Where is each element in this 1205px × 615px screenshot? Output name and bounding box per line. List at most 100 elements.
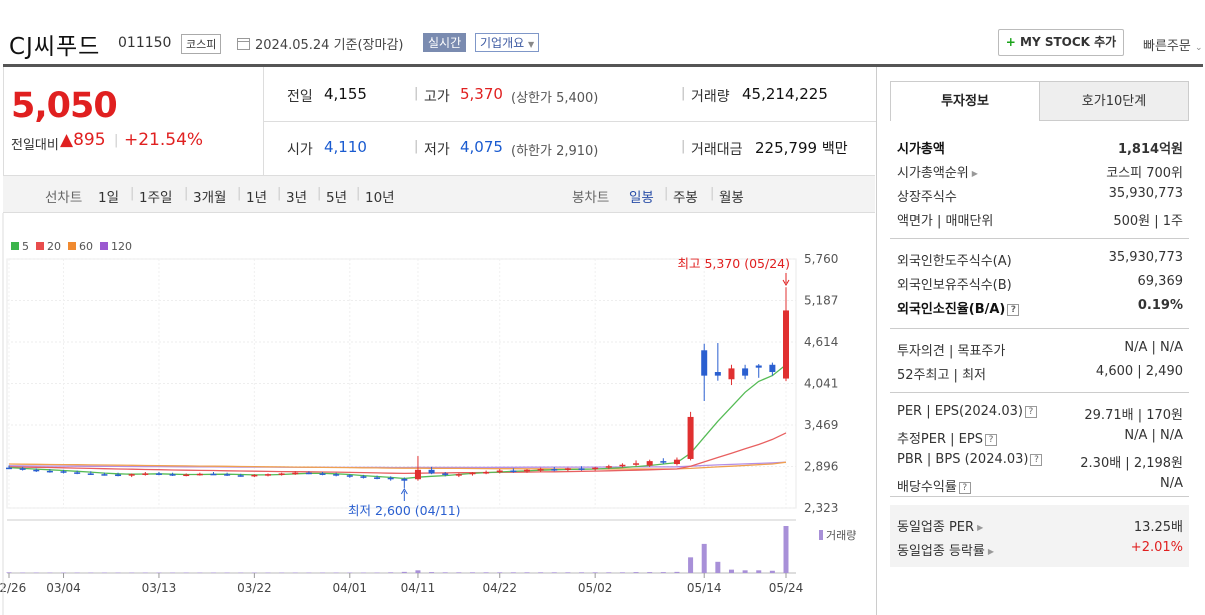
candle-body	[564, 468, 571, 470]
realtime-tag[interactable]: 실시간	[423, 33, 467, 52]
candle-body	[46, 470, 53, 473]
volume-bar	[592, 572, 598, 573]
period-6[interactable]: 10년	[365, 190, 395, 206]
candle-body	[374, 477, 381, 479]
volume-bar	[101, 572, 107, 574]
company-overview-dropdown[interactable]: 기업개요 ▼	[475, 33, 540, 52]
calendar-icon	[237, 38, 250, 50]
my-stock-add-button[interactable]: + MY STOCK 추가	[998, 29, 1124, 56]
info-row: 외국인소진율(B/A)? 0.19%	[897, 298, 1183, 317]
candle-body	[646, 461, 653, 466]
volume-bar	[633, 572, 639, 573]
help-icon[interactable]: ?	[984, 434, 997, 446]
volume-bar	[142, 572, 148, 574]
x-tick-label: 04/01	[332, 581, 367, 595]
period-2[interactable]: 3개월	[193, 190, 227, 206]
period-0[interactable]: 1일	[98, 190, 120, 206]
volume-bar	[715, 561, 721, 573]
high-annotation: 최고 5,370 (05/24)	[677, 256, 790, 271]
volume-bar	[606, 572, 612, 573]
market-tag: 코스피	[181, 34, 222, 54]
help-icon[interactable]: ?	[1030, 454, 1043, 466]
plot-frame	[6, 258, 797, 509]
low-annotation: 최저 2,600 (04/11)	[348, 503, 461, 518]
volume-bar	[183, 572, 189, 574]
arrow-right-icon[interactable]: ▶	[971, 169, 978, 178]
info-row: 52주최고 | 최저 4,600 | 2,490	[897, 364, 1183, 383]
legend-ma5: 5	[11, 240, 29, 253]
volume-label: 거래량	[826, 529, 856, 542]
high-arrowhead	[782, 279, 790, 286]
volume-bar	[210, 572, 216, 574]
candle-body	[578, 468, 585, 470]
candle-0[interactable]: 일봉	[629, 190, 654, 206]
current-price: 5,050	[11, 86, 118, 126]
candle-1[interactable]: 주봉	[673, 190, 698, 206]
x-tick-label: 02/26	[0, 581, 26, 595]
quick-order-dropdown[interactable]: 빠른주문 ⌄	[1143, 39, 1203, 54]
volume-bar	[156, 572, 162, 574]
candle-chart-label: 봉차트	[572, 190, 610, 206]
candle-body	[115, 474, 122, 477]
high-value: 5,370	[460, 85, 503, 103]
volume-bar	[279, 572, 285, 574]
top-divider	[3, 64, 1203, 67]
period-5[interactable]: 5년	[326, 190, 348, 206]
tab-invest-info[interactable]: 투자정보	[890, 81, 1040, 121]
arrow-right-icon[interactable]: ▶	[977, 523, 984, 532]
volume-bar	[456, 572, 462, 573]
volume-bar	[415, 570, 421, 573]
help-icon[interactable]: ?	[958, 482, 971, 494]
candle-body	[714, 372, 721, 376]
price-chart[interactable]: 5,760 5,187 4,614 4,041 3,469 2,896 2,323 거래량 02…	[0, 0, 876, 615]
candle-body	[333, 474, 340, 476]
volume-bar	[129, 572, 135, 574]
amount-value: 225,799 백만	[755, 139, 848, 157]
candle-body	[469, 472, 476, 475]
candle-body	[401, 478, 408, 481]
help-icon[interactable]: ?	[1024, 406, 1037, 418]
candle-body	[305, 472, 312, 475]
info-row: 배당수익률? N/A	[897, 476, 1183, 495]
tab-hoga[interactable]: 호가10단계	[1039, 81, 1189, 121]
candle-body	[605, 466, 612, 468]
volume-bar	[619, 572, 625, 573]
period-4[interactable]: 3년	[286, 190, 308, 206]
candle-body	[701, 350, 708, 376]
candle-body	[87, 473, 94, 475]
amount-label: 거래대금	[691, 142, 743, 158]
candle-body	[210, 473, 217, 476]
info-row: 동일업종 PER ▶ 13.25배	[897, 520, 1183, 535]
y-tick-label: 3,469	[804, 418, 838, 432]
volume-bar	[320, 572, 326, 574]
candle-body	[496, 470, 503, 473]
volume-bar	[429, 572, 435, 573]
candle-body	[414, 469, 421, 480]
open-value: 4,110	[324, 138, 367, 156]
candle-body	[783, 310, 789, 379]
volume-bar	[647, 572, 653, 573]
y-tick-label: 5,187	[804, 294, 838, 308]
volume-bar	[565, 572, 571, 573]
period-1[interactable]: 1주일	[139, 190, 173, 206]
volume-value: 45,214,225	[742, 85, 828, 103]
period-3[interactable]: 1년	[246, 190, 268, 206]
legend-ma60: 60	[68, 240, 93, 253]
x-tick-label: 04/11	[401, 581, 436, 595]
help-icon[interactable]: ?	[1007, 304, 1020, 316]
candle-2[interactable]: 월봉	[719, 190, 744, 206]
candle-body	[483, 471, 490, 474]
plus-icon: +	[1005, 35, 1016, 49]
upper-limit: (상한가 5,400)	[511, 91, 599, 106]
period-nav	[3, 175, 875, 213]
change-pct: +21.54%	[124, 130, 204, 150]
volume-bar	[74, 572, 80, 574]
candle-body	[265, 474, 271, 476]
arrow-right-icon[interactable]: ▶	[987, 547, 995, 556]
low-label: 저가	[424, 142, 450, 158]
volume-bar	[47, 572, 53, 574]
open-label: 시가	[287, 142, 313, 158]
volume-bar	[306, 572, 312, 574]
candle-body	[537, 469, 544, 471]
candle-body	[292, 472, 299, 475]
